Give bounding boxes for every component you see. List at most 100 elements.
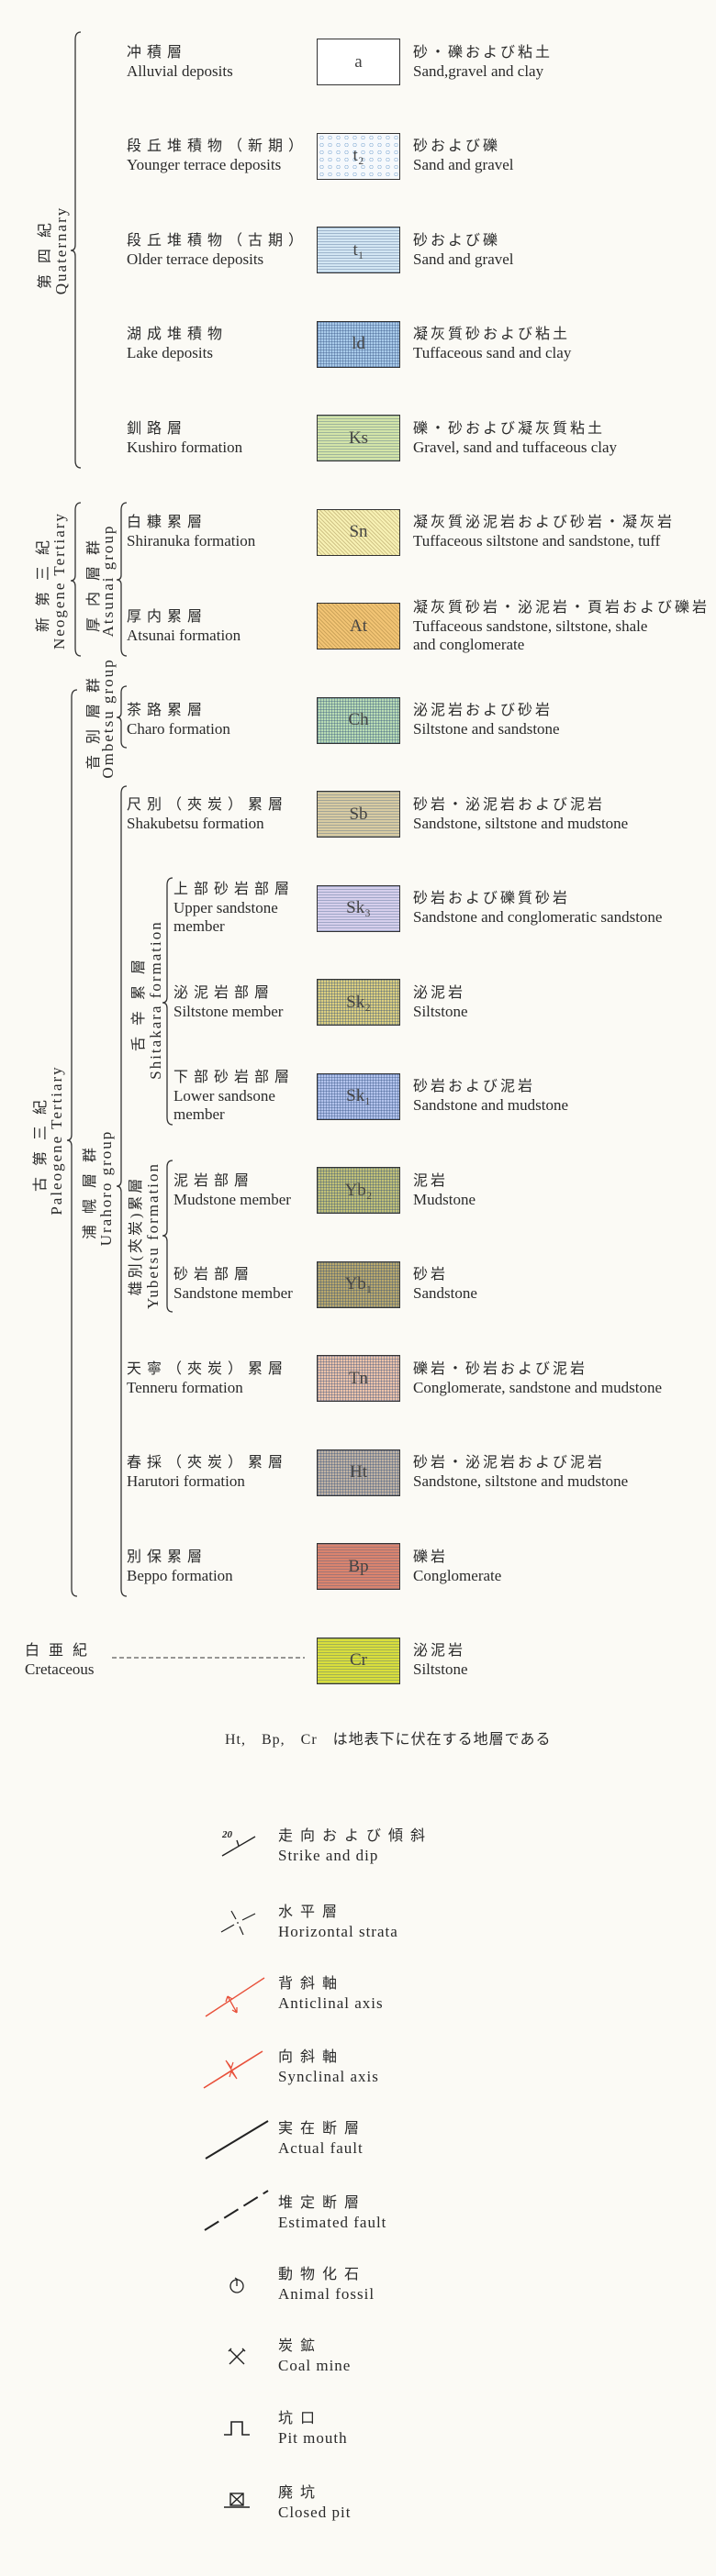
unit-description-en: Sand and gravel [413, 156, 514, 173]
unit-symbol: Ks [348, 427, 369, 448]
unit-name: 釧路層 Kushiro formation [127, 415, 242, 461]
unit-symbol: Bp [348, 1556, 369, 1576]
unit-description: 礫・砂および凝灰質粘土 Gravel, sand and tuffaceous c… [413, 415, 617, 461]
unit-name-en: Harutori formation [127, 1472, 245, 1490]
unit-description-en: Tuffaceous siltstone and sandstone, tuff [413, 532, 661, 550]
symbol-label: 背斜軸 Anticlinal axis [278, 1974, 384, 2013]
unit-description-en: Sand and gravel [413, 250, 514, 268]
unit-description-jp: 礫岩 [413, 1549, 449, 1565]
unit-description-en: Siltstone and sandstone [413, 720, 560, 738]
unit-name: 春採（夾炭）累層 Harutori formation [127, 1449, 288, 1496]
coal-mine-icon [228, 2348, 246, 2365]
paleogene-label-en: Paleogene Tertiary [48, 1065, 65, 1216]
symbol-label: 動物化石 Animal fossil [278, 2265, 375, 2304]
unit-description-en: Sand,gravel and clay [413, 61, 544, 80]
unit-description-jp: 砂岩 [413, 1267, 449, 1282]
symbol-label-en: Coal mine [278, 2357, 352, 2374]
unit-description: 砂岩および泥岩 Sandstone and mudstone [413, 1073, 568, 1120]
unit-description-jp: 砂・礫および粘土 [413, 44, 554, 61]
animal-fossil-icon [229, 2277, 244, 2293]
symbol-label-jp: 背斜軸 [278, 1976, 345, 1992]
unit-symbol: Sb [349, 804, 368, 824]
symbol-label-jp: 動物化石 [278, 2267, 367, 2282]
symbol-label-jp: 水平層 [278, 1904, 345, 1920]
ombetsu-group-brace [116, 685, 128, 749]
unit-name: 茶路累層 Charo formation [127, 697, 230, 744]
unit-name-jp: 湖成堆積物 [127, 327, 229, 342]
shitakara-formation-brace [162, 877, 173, 1126]
unit-symbol: Yb₁ [344, 1274, 373, 1294]
unit-description: 凝灰質砂岩・泌泥岩・頁岩および礫岩 Tuffaceous sandstone, s… [413, 600, 710, 653]
unit-name-en: Charo formation [127, 720, 230, 738]
unit-name-en: Shiranuka formation [127, 532, 256, 550]
unit-swatch: ld [317, 320, 400, 368]
unit-description: 砂・礫および粘土 Sand,gravel and clay [413, 39, 553, 85]
pit-mouth-icon [224, 2421, 250, 2436]
symbol-label-en: Pit mouth [278, 2429, 348, 2447]
unit-description: 泌泥岩 Siltstone [413, 1638, 468, 1684]
symbol-label-jp: 実在断層 [278, 2121, 367, 2137]
neogene-label-jp: 新第三紀 [36, 528, 51, 633]
quaternary-label-en: Quaternary [52, 205, 70, 295]
symbol-label-en: Estimated fault [278, 2214, 387, 2231]
strike-and-dip-icon: 20 [221, 1829, 256, 1857]
unit-name-en: member [173, 917, 225, 935]
ombetsu-group-label-en: Ombetsu group [99, 658, 117, 779]
unit-description: 砂岩・泌泥岩および泥岩 Sandstone, siltstone and muds… [413, 791, 628, 838]
symbol-label: 堆定断層 Estimated fault [278, 2193, 386, 2232]
unit-symbol: Tn [348, 1368, 369, 1388]
unit-description-en: Tuffaceous sand and clay [413, 344, 572, 361]
unit-name-en: Alluvial deposits [127, 61, 233, 80]
unit-description-en: and conglomerate [413, 635, 525, 653]
unit-swatch: Sn [317, 508, 400, 556]
unit-name-en: Beppo formation [127, 1566, 233, 1584]
unit-description: 砂岩・泌泥岩および泥岩 Sandstone, siltstone and muds… [413, 1449, 628, 1496]
unit-description-en: Gravel, sand and tuffaceous clay [413, 438, 618, 456]
unit-description-jp: 礫岩・砂岩および泥岩 [413, 1360, 588, 1377]
anticlinal-axis-icon [205, 1977, 265, 2017]
unit-description-jp: 泥岩 [413, 1172, 449, 1189]
unit-name-jp: 段丘堆積物（新期） [127, 139, 309, 154]
unit-name-en: Shakubetsu formation [127, 814, 264, 832]
unit-name: 別保累層 Beppo formation [127, 1543, 233, 1590]
symbol-label: 走向および傾斜 Strike and dip [278, 1827, 432, 1865]
unit-swatch: t₁ [317, 227, 400, 273]
quaternary-brace [70, 31, 82, 469]
atsunai-group-label-en: Atsunai group [99, 524, 117, 638]
estimated-fault-icon [204, 2190, 269, 2231]
unit-description-en: Sandstone and conglomeratic sandstone [413, 908, 663, 926]
unit-name-jp: 釧路層 [127, 420, 188, 437]
unit-name-jp: 砂岩部層 [173, 1267, 255, 1282]
unit-description-jp: 泌泥岩および砂岩 [413, 703, 554, 718]
unit-name: 天寧（夾炭）累層 Tenneru formation [127, 1355, 288, 1402]
unit-swatch: t₂ [317, 132, 400, 180]
unit-swatch: Ht [317, 1449, 400, 1496]
unit-description-jp: 砂岩および礫質砂岩 [413, 891, 571, 906]
unit-swatch: Yb₂ [317, 1167, 400, 1214]
unit-name: 白糠累層 Shiranuka formation [127, 509, 255, 556]
unit-name-en: Older terrace deposits [127, 250, 264, 268]
unit-name-jp: 茶路累層 [127, 703, 208, 718]
unit-description-jp: 礫・砂および凝灰質粘土 [413, 420, 606, 437]
symbol-label-en: Horizontal strata [278, 1923, 398, 1940]
unit-name: 湖成堆積物 Lake deposits [127, 321, 228, 368]
unit-description: 泌泥岩 Siltstone [413, 979, 468, 1026]
unit-swatch: Sk₂ [317, 979, 400, 1026]
unit-name-en: Tenneru formation [127, 1378, 243, 1396]
unit-description-jp: 凝灰質泌泥岩および砂岩・凝灰岩 [413, 515, 676, 530]
paleogene-label-jp: 古第三紀 [33, 1088, 49, 1193]
unit-name-jp: 上部砂岩部層 [173, 882, 296, 897]
unit-name: 冲積層 Alluvial deposits [127, 39, 233, 85]
unit-swatch: Sk₃ [317, 884, 400, 932]
unit-swatch: Sk₁ [317, 1072, 400, 1120]
unit-description-jp: 凝灰質砂および粘土 [413, 327, 571, 342]
paleogene-brace [66, 689, 78, 1597]
symbol-label-en: Animal fossil [278, 2285, 375, 2303]
yubetsu-formation-label-en: Yubetsu formation [144, 1161, 162, 1310]
symbol-label-en: Anticlinal axis [278, 1994, 384, 2012]
unit-name-jp: 春採（夾炭）累層 [127, 1455, 289, 1471]
shitakara-formation-label-en: Shitakara formation [147, 920, 164, 1080]
unit-name: 泥岩部層 Mudstone member [173, 1167, 291, 1214]
unit-description-jp: 泌泥岩 [413, 984, 466, 1001]
unit-symbol: Yb₂ [344, 1180, 373, 1200]
